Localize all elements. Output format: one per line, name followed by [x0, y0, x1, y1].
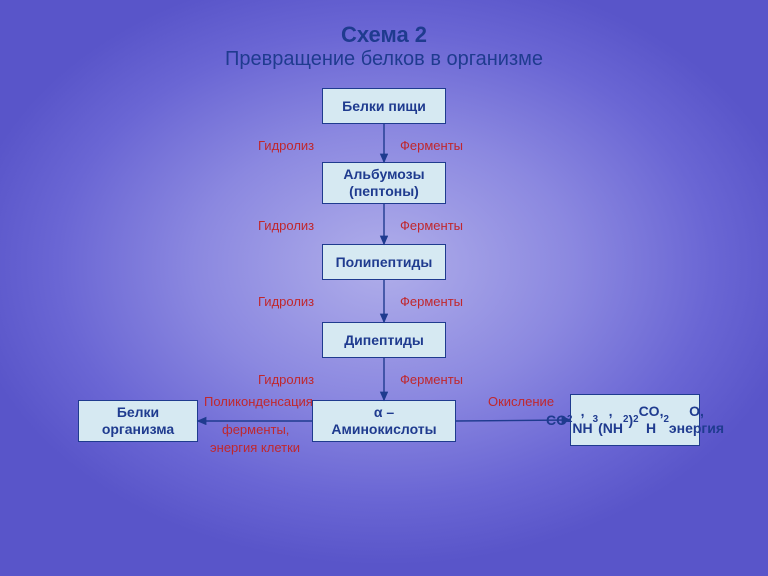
annotation-label: Ферменты [400, 372, 463, 387]
annotation-label: Ферменты [400, 138, 463, 153]
annotation-label: Гидролиз [258, 218, 314, 233]
node-produkty: CO2, NH3,(NH2)2CO,H2O, энергия [570, 394, 700, 446]
diagram-title-1: Схема 2 [0, 22, 768, 48]
annotation-label: Поликонденсация [204, 394, 313, 409]
annotation-label: ферменты, [222, 422, 289, 437]
annotation-label: Гидролиз [258, 372, 314, 387]
node-polipeptidy: Полипептиды [322, 244, 446, 280]
arrows-layer [0, 0, 768, 576]
annotation-label: энергия клетки [210, 440, 300, 455]
annotation-label: Гидролиз [258, 294, 314, 309]
diagram-canvas: { "title": { "line1": "Схема 2", "line2"… [0, 0, 768, 576]
diagram-title-2: Превращение белков в организме [0, 48, 768, 71]
node-aminokisloty: α –Аминокислоты [312, 400, 456, 442]
annotation-label: Гидролиз [258, 138, 314, 153]
annotation-label: Ферменты [400, 218, 463, 233]
node-dipeptidy: Дипептиды [322, 322, 446, 358]
annotation-label: Ферменты [400, 294, 463, 309]
node-belki-pishchi: Белки пищи [322, 88, 446, 124]
node-albumozy: Альбумозы(пептоны) [322, 162, 446, 204]
node-belki-organizma: Белкиорганизма [78, 400, 198, 442]
annotation-label: Окисление [488, 394, 554, 409]
